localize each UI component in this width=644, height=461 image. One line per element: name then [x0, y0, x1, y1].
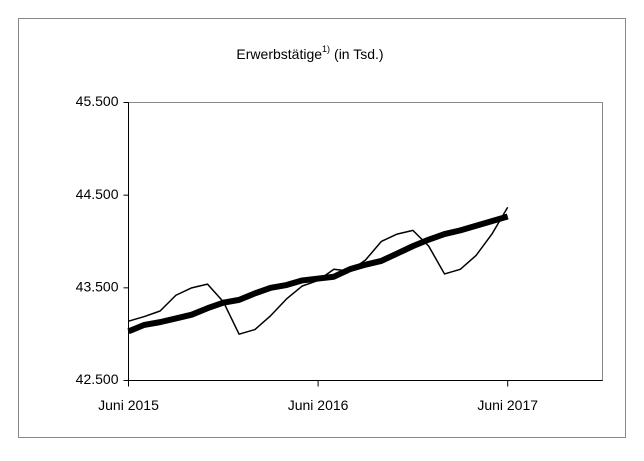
y-tick-label: 44.500 [76, 186, 119, 202]
chart-title: Erwerbstätige1) (in Tsd.) [236, 44, 383, 61]
x-tick-label: Juni 2016 [288, 397, 349, 413]
y-tick-label: 42.500 [76, 371, 119, 387]
title-suffix: (in Tsd.) [334, 46, 384, 62]
plot-area [128, 102, 603, 381]
frame [18, 18, 626, 438]
y-tick-label: 45.500 [76, 93, 119, 109]
y-tick-label: 43.500 [76, 279, 119, 295]
series-line [127, 213, 509, 335]
title-note: 1) [322, 44, 330, 54]
x-tick-label: Juni 2015 [98, 397, 159, 413]
title-text: Erwerbstätige [236, 46, 322, 62]
x-tick-label: Juni 2017 [477, 397, 538, 413]
